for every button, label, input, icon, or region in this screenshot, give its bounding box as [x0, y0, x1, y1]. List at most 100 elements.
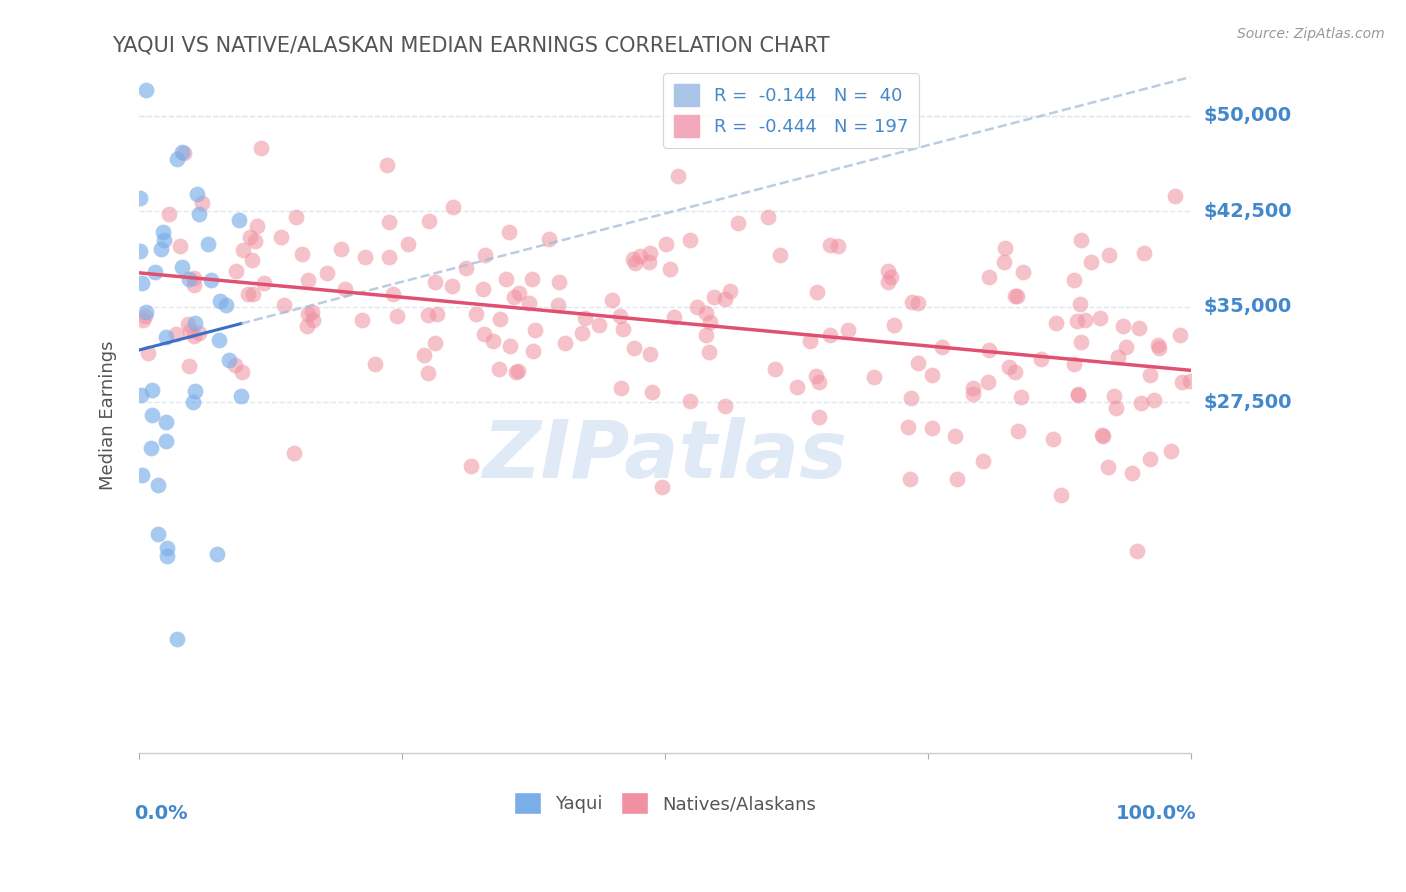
Point — [465, 307, 488, 321]
Point — [188, 326, 211, 340]
Point — [242, 287, 264, 301]
Y-axis label: Median Earnings: Median Earnings — [100, 341, 117, 490]
Point — [666, 169, 689, 183]
Point — [921, 421, 943, 435]
Point — [1171, 375, 1194, 389]
Point — [1005, 289, 1028, 303]
Point — [184, 316, 207, 330]
Point — [641, 384, 664, 399]
Point — [149, 242, 172, 256]
Point — [156, 549, 179, 563]
Point — [977, 269, 1000, 284]
Point — [765, 362, 787, 376]
Point — [181, 395, 204, 409]
Point — [1080, 255, 1102, 269]
Point — [382, 286, 405, 301]
Point — [638, 347, 661, 361]
Point — [651, 480, 673, 494]
Point — [610, 381, 633, 395]
Point — [508, 285, 530, 300]
Point — [972, 453, 994, 467]
Point — [600, 293, 623, 308]
Point — [977, 375, 1000, 389]
Point — [1063, 273, 1085, 287]
Point — [172, 260, 194, 274]
Point — [714, 400, 737, 414]
Text: 0.0%: 0.0% — [134, 804, 187, 822]
Point — [1104, 389, 1126, 403]
Point — [1164, 188, 1187, 202]
Text: $50,000: $50,000 — [1204, 106, 1292, 125]
Point — [426, 307, 449, 321]
Point — [166, 152, 188, 166]
Point — [1074, 312, 1097, 326]
Point — [165, 327, 187, 342]
Point — [837, 323, 859, 337]
Point — [284, 211, 307, 225]
Text: $35,000: $35,000 — [1204, 297, 1292, 317]
Point — [184, 384, 207, 398]
Point — [253, 277, 276, 291]
Point — [517, 296, 540, 310]
Point — [1139, 368, 1161, 382]
Point — [883, 318, 905, 333]
Point — [141, 409, 163, 423]
Point — [877, 264, 900, 278]
Point — [588, 318, 610, 333]
Point — [136, 346, 159, 360]
Point — [148, 527, 170, 541]
Point — [907, 296, 929, 310]
Point — [190, 196, 212, 211]
Point — [152, 225, 174, 239]
Point — [239, 230, 262, 244]
Point — [472, 327, 495, 342]
Point — [655, 237, 678, 252]
Point — [231, 365, 253, 379]
Point — [574, 311, 596, 326]
Point — [718, 285, 741, 299]
Point — [1133, 246, 1156, 260]
Point — [714, 292, 737, 306]
Point — [482, 334, 505, 348]
Point — [423, 335, 446, 350]
Point — [554, 335, 576, 350]
Point — [229, 388, 252, 402]
Point — [232, 243, 254, 257]
Point — [488, 312, 510, 326]
Point — [1125, 544, 1147, 558]
Point — [218, 352, 240, 367]
Point — [621, 252, 644, 266]
Point — [1066, 314, 1088, 328]
Point — [993, 254, 1015, 268]
Point — [131, 468, 153, 483]
Point — [1115, 340, 1137, 354]
Point — [1178, 374, 1201, 388]
Point — [472, 282, 495, 296]
Point — [141, 441, 163, 455]
Point — [215, 298, 238, 312]
Point — [499, 338, 522, 352]
Point — [1067, 386, 1090, 401]
Point — [316, 266, 339, 280]
Point — [702, 290, 724, 304]
Text: ZIPatlas: ZIPatlas — [482, 417, 848, 495]
Point — [240, 253, 263, 268]
Point — [769, 248, 792, 262]
Point — [1063, 357, 1085, 371]
Point — [302, 313, 325, 327]
Point — [228, 213, 250, 227]
Point — [898, 472, 921, 486]
Point — [727, 216, 749, 230]
Point — [441, 200, 464, 214]
Point — [460, 459, 482, 474]
Point — [609, 309, 631, 323]
Point — [187, 207, 209, 221]
Point — [900, 391, 922, 405]
Point — [523, 323, 546, 337]
Point — [877, 275, 900, 289]
Point — [330, 242, 353, 256]
Point — [962, 381, 984, 395]
Point — [1097, 459, 1119, 474]
Point — [378, 250, 401, 264]
Point — [474, 247, 496, 261]
